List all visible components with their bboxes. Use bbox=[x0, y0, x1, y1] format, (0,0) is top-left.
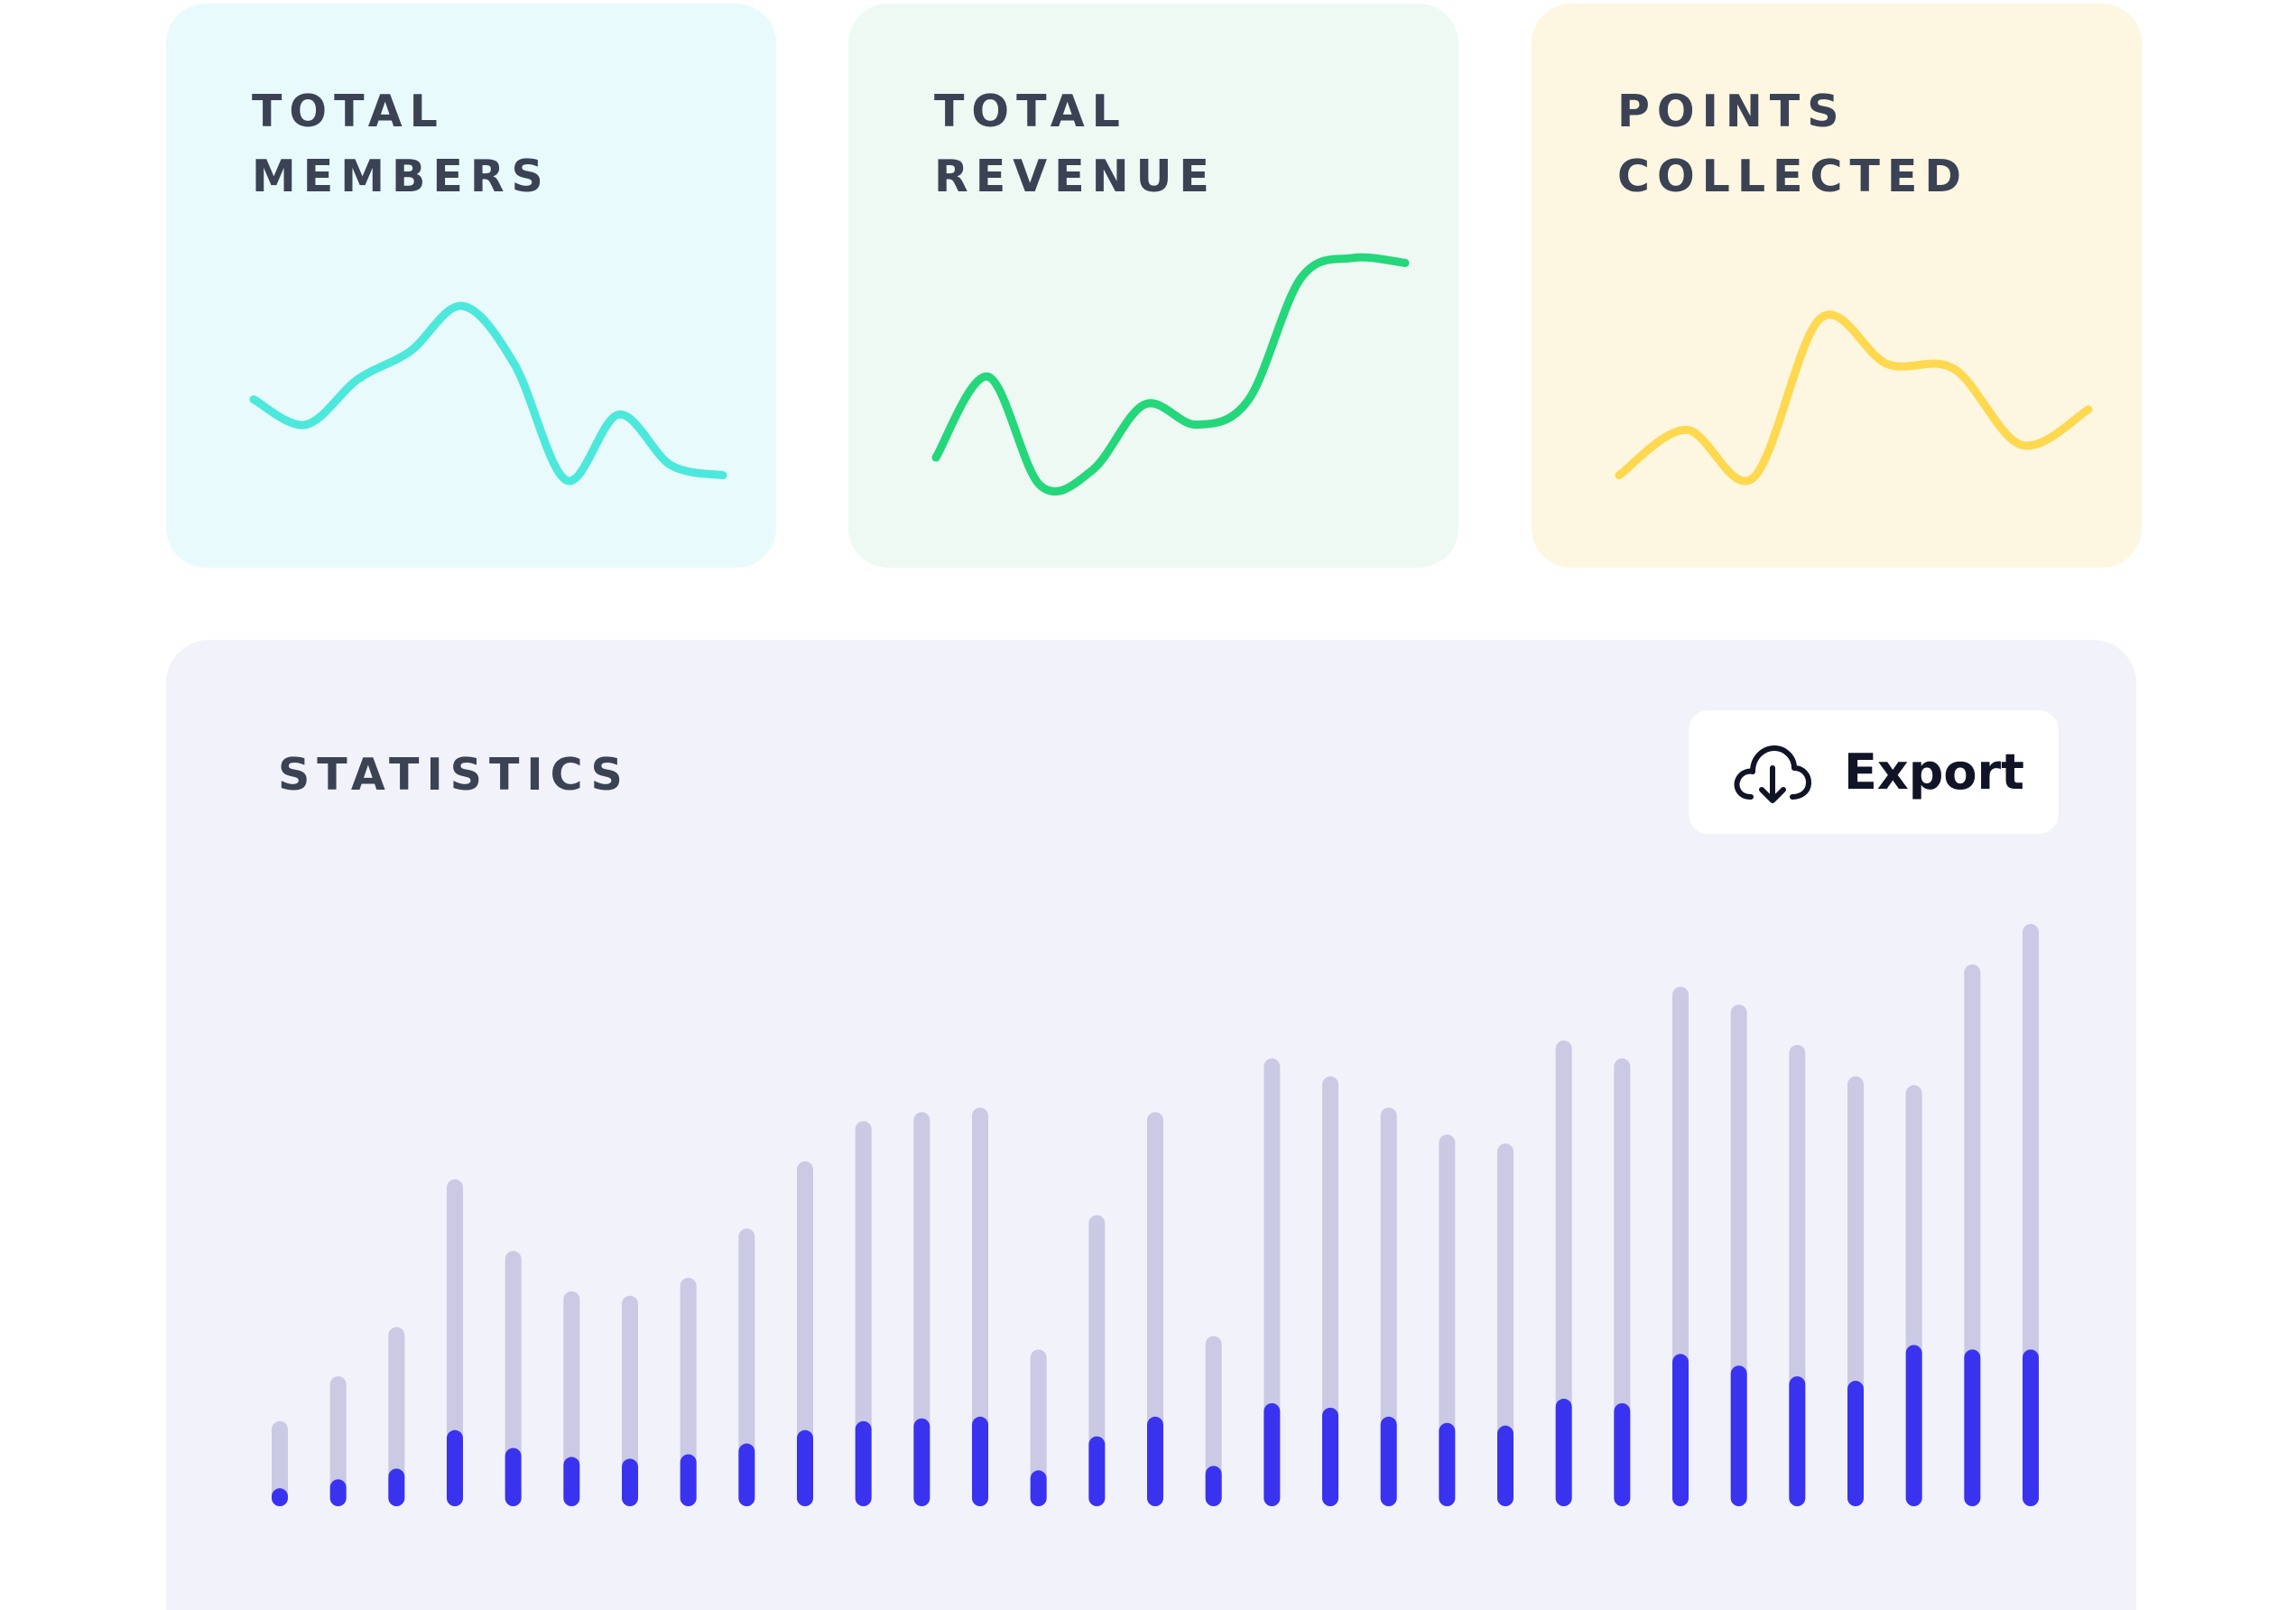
bar-highlight-24 bbox=[1614, 1402, 1631, 1506]
bar-total-8 bbox=[680, 1277, 697, 1506]
bar-total-22 bbox=[1497, 1143, 1514, 1506]
bar-highlight-28 bbox=[1847, 1381, 1864, 1506]
bar-highlight-7 bbox=[622, 1458, 638, 1506]
bar-total-15 bbox=[1088, 1215, 1106, 1506]
total-revenue-card[interactable]: TOTAL REVENUE bbox=[848, 4, 1458, 568]
bar-total-2 bbox=[329, 1376, 347, 1506]
bar-highlight-4 bbox=[447, 1430, 463, 1506]
bar-total-9 bbox=[738, 1228, 755, 1506]
bar-highlight-15 bbox=[1088, 1436, 1106, 1506]
bar-total-18 bbox=[1264, 1058, 1281, 1506]
bar-highlight-8 bbox=[680, 1454, 697, 1506]
bar-highlight-31 bbox=[2023, 1349, 2039, 1506]
statistics-panel: STATISTICS Export bbox=[166, 640, 2136, 1610]
bar-highlight-6 bbox=[563, 1457, 580, 1506]
bar-highlight-20 bbox=[1380, 1416, 1397, 1506]
bar-total-1 bbox=[272, 1420, 288, 1506]
bar-highlight-29 bbox=[1905, 1345, 1922, 1506]
bar-highlight-21 bbox=[1439, 1422, 1456, 1506]
bar-total-10 bbox=[797, 1161, 813, 1506]
bar-highlight-23 bbox=[1555, 1398, 1572, 1506]
points-collected-title: POINTS COLLECTED bbox=[1617, 86, 1969, 202]
total-revenue-title: TOTAL REVENUE bbox=[934, 86, 1217, 202]
bar-total-14 bbox=[1030, 1349, 1047, 1506]
total-revenue-sparkline bbox=[931, 253, 1410, 495]
statistics-title: STATISTICS bbox=[278, 749, 630, 800]
bar-highlight-16 bbox=[1147, 1416, 1163, 1506]
bar-total-4 bbox=[447, 1179, 463, 1506]
bar-highlight-13 bbox=[972, 1416, 988, 1506]
sparkline-path bbox=[249, 301, 727, 486]
bar-highlight-25 bbox=[1672, 1354, 1689, 1506]
bar-total-20 bbox=[1380, 1107, 1397, 1506]
total-members-sparkline bbox=[249, 301, 727, 486]
bar-highlight-5 bbox=[505, 1448, 522, 1506]
cloud-download-icon bbox=[1734, 745, 1811, 803]
sparkline-path bbox=[931, 253, 1410, 495]
export-button[interactable]: Export bbox=[1689, 710, 2059, 834]
statistics-bar-chart bbox=[272, 923, 2039, 1506]
export-label: Export bbox=[1844, 744, 2024, 800]
bar-highlight-30 bbox=[1964, 1349, 1981, 1506]
bar-total-3 bbox=[388, 1327, 405, 1506]
bar-highlight-10 bbox=[797, 1430, 813, 1506]
bar-total-13 bbox=[972, 1107, 988, 1506]
bar-highlight-2 bbox=[329, 1479, 347, 1506]
bar-total-5 bbox=[505, 1251, 522, 1506]
bar-total-11 bbox=[855, 1121, 872, 1506]
bar-highlight-26 bbox=[1730, 1365, 1747, 1506]
bar-total-17 bbox=[1205, 1336, 1222, 1506]
bar-highlight-11 bbox=[855, 1420, 872, 1506]
bar-highlight-18 bbox=[1264, 1402, 1281, 1506]
bar-total-6 bbox=[563, 1291, 580, 1506]
total-members-title: TOTAL MEMBERS bbox=[252, 86, 551, 202]
points-collected-sparkline bbox=[1615, 310, 2093, 486]
bar-highlight-3 bbox=[388, 1468, 405, 1506]
bar-highlight-9 bbox=[738, 1443, 755, 1506]
bar-highlight-14 bbox=[1030, 1470, 1047, 1506]
bar-highlight-1 bbox=[272, 1488, 288, 1506]
total-members-card[interactable]: TOTAL MEMBERS bbox=[166, 4, 776, 568]
bar-highlight-12 bbox=[913, 1418, 930, 1506]
bar-highlight-17 bbox=[1205, 1466, 1222, 1506]
bar-total-21 bbox=[1439, 1134, 1456, 1506]
sparkline-path bbox=[1615, 310, 2093, 486]
bar-total-23 bbox=[1555, 1040, 1572, 1506]
bar-total-16 bbox=[1147, 1112, 1163, 1506]
bar-highlight-27 bbox=[1789, 1376, 1806, 1506]
bar-total-7 bbox=[622, 1295, 638, 1506]
bar-highlight-22 bbox=[1497, 1425, 1514, 1506]
bar-highlight-19 bbox=[1322, 1407, 1338, 1506]
bar-total-24 bbox=[1614, 1058, 1631, 1506]
bar-total-19 bbox=[1322, 1076, 1338, 1506]
bar-total-12 bbox=[913, 1112, 930, 1506]
points-collected-card[interactable]: POINTS COLLECTED bbox=[1532, 4, 2142, 568]
